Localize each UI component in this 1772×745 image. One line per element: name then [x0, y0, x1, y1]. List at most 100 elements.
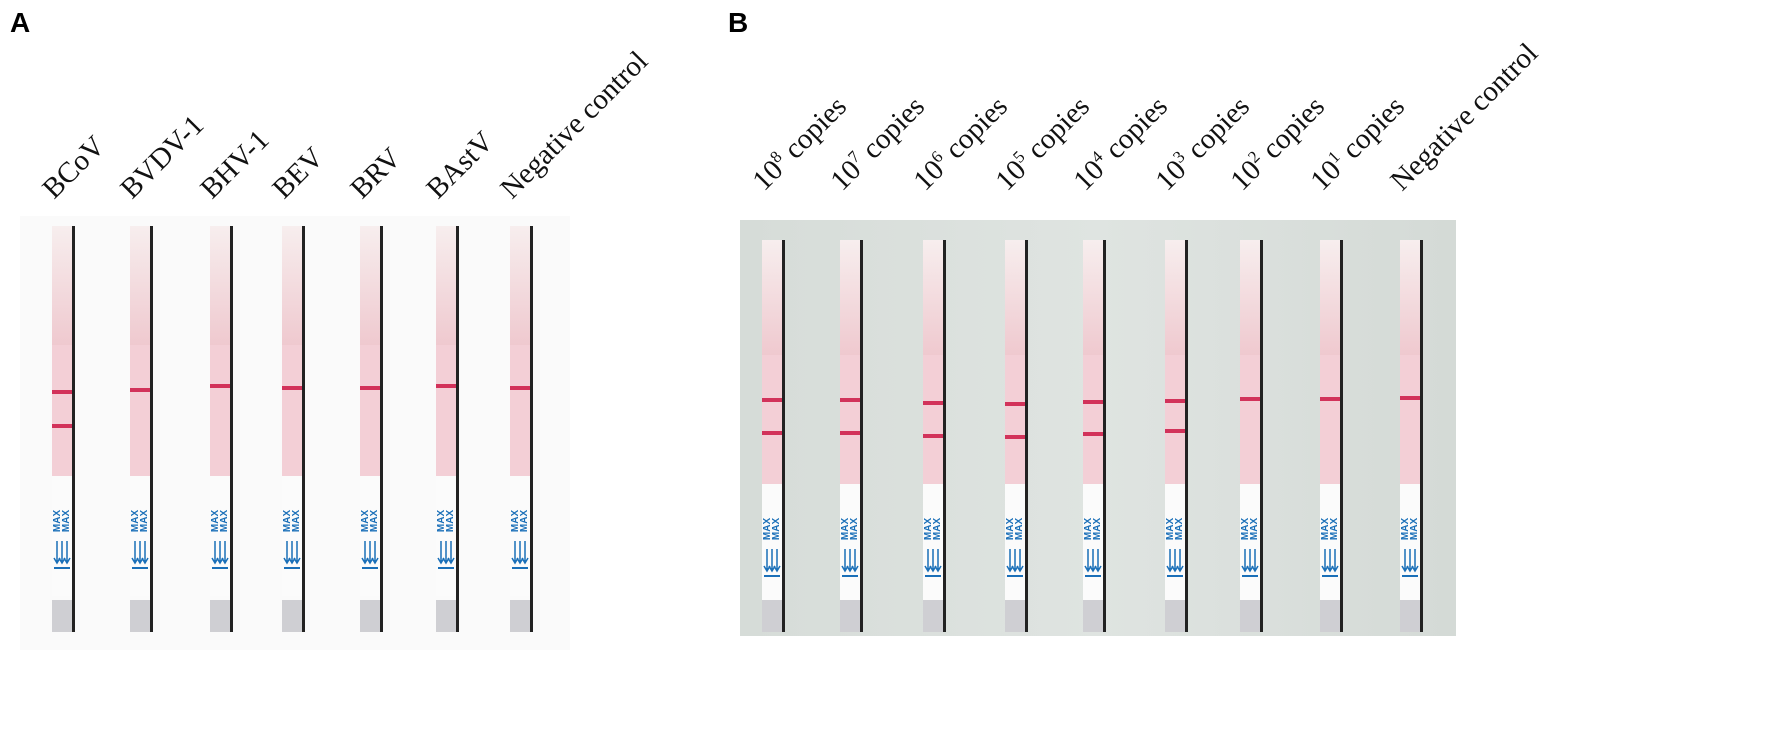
- arrow: [1406, 549, 1414, 573]
- strip-marking: MAX: [291, 510, 302, 533]
- absorbent-pad: [1005, 600, 1025, 632]
- membrane: [130, 345, 150, 476]
- strip-marking: MAX: [1174, 518, 1185, 541]
- band: [1320, 397, 1340, 401]
- strip-marking: MAX: [219, 510, 230, 533]
- band: [510, 386, 530, 390]
- arrow: [1246, 549, 1254, 573]
- sample-pad: [360, 226, 380, 345]
- strip-marking: MAX: [1005, 518, 1016, 541]
- membrane: [52, 345, 72, 476]
- membrane: [1400, 355, 1420, 484]
- arrow: [521, 541, 529, 565]
- arrow: [1326, 549, 1334, 573]
- strip-marking: MAX: [1165, 518, 1176, 541]
- sample-pad: [1165, 240, 1185, 355]
- handle: [1165, 484, 1185, 604]
- arrow: [293, 541, 301, 565]
- absorbent-pad: [360, 600, 380, 632]
- sample-pad: [923, 240, 943, 355]
- lane-text: BHV-1: [194, 124, 275, 205]
- arrow: [366, 541, 374, 565]
- arrow: [1171, 549, 1179, 573]
- arrow: [283, 541, 291, 565]
- absorbent-pad: [923, 600, 943, 632]
- band: [282, 386, 302, 390]
- panel-label: A: [10, 7, 30, 38]
- strip-shadow: [530, 226, 533, 632]
- arrow: [1011, 549, 1019, 573]
- arrow: [288, 541, 296, 565]
- arrow: [1401, 549, 1409, 573]
- arrow: [851, 549, 859, 573]
- band: [1240, 397, 1260, 401]
- lane-rest: copies: [851, 90, 931, 170]
- arrow: [447, 541, 455, 565]
- absorbent-pad: [1165, 600, 1185, 632]
- lane-label: BCoV: [36, 130, 111, 205]
- strip-shadow: [302, 226, 305, 632]
- handle: [1083, 484, 1103, 604]
- absorbent-pad: [1083, 600, 1103, 632]
- sample-pad: [840, 240, 860, 355]
- lane-rest: copies: [934, 90, 1014, 170]
- arrow: [929, 549, 937, 573]
- strip-shadow: [150, 226, 153, 632]
- arrow: [773, 549, 781, 573]
- absorbent-pad: [1320, 600, 1340, 632]
- band: [1083, 432, 1103, 436]
- strip-shadow: [943, 240, 946, 632]
- band: [762, 431, 782, 435]
- sample-pad: [1005, 240, 1025, 355]
- lane-text: BEV: [266, 141, 330, 205]
- handle: [1320, 484, 1340, 604]
- lane-text: BAstV: [420, 125, 500, 205]
- absorbent-pad: [840, 600, 860, 632]
- strip-shadow: [380, 226, 383, 632]
- sample-pad: [130, 226, 150, 345]
- strip-marking: MAX: [840, 518, 851, 541]
- strip-marking: MAX: [519, 510, 530, 533]
- sample-pad: [1083, 240, 1103, 355]
- arrow: [442, 541, 450, 565]
- strip-marking: MAX: [1092, 518, 1103, 541]
- arrow: [1006, 549, 1014, 573]
- handle: [510, 476, 530, 596]
- lane-text: BVDV-1: [114, 109, 210, 205]
- absorbent-pad: [130, 600, 150, 632]
- band: [923, 401, 943, 405]
- membrane: [1320, 355, 1340, 484]
- membrane: [510, 345, 530, 476]
- arrow: [1084, 549, 1092, 573]
- membrane: [210, 345, 230, 476]
- arrow: [361, 541, 369, 565]
- strip-shadow: [1103, 240, 1106, 632]
- arrow: [1176, 549, 1184, 573]
- sample-pad: [52, 226, 72, 345]
- handle: [1400, 484, 1420, 604]
- strip-marking: MAX: [445, 510, 456, 533]
- sample-pad: [762, 240, 782, 355]
- lane-text: Negative control: [1384, 37, 1544, 197]
- band: [840, 398, 860, 402]
- membrane: [1165, 355, 1185, 484]
- arrow: [1166, 549, 1174, 573]
- absorbent-pad: [282, 600, 302, 632]
- arrow: [437, 541, 445, 565]
- handle: [282, 476, 302, 596]
- band: [923, 434, 943, 438]
- panel-label: B: [728, 7, 748, 38]
- membrane: [436, 345, 456, 476]
- membrane: [282, 345, 302, 476]
- handle: [1005, 484, 1025, 604]
- arrow: [846, 549, 854, 573]
- arrow: [1016, 549, 1024, 573]
- strip-marking: MAX: [360, 510, 371, 533]
- band: [210, 384, 230, 388]
- membrane: [762, 355, 782, 484]
- band: [1083, 400, 1103, 404]
- arrow: [934, 549, 942, 573]
- lane-label: Negative control: [494, 45, 654, 205]
- arrow: [136, 541, 144, 565]
- strip-shadow: [1420, 240, 1423, 632]
